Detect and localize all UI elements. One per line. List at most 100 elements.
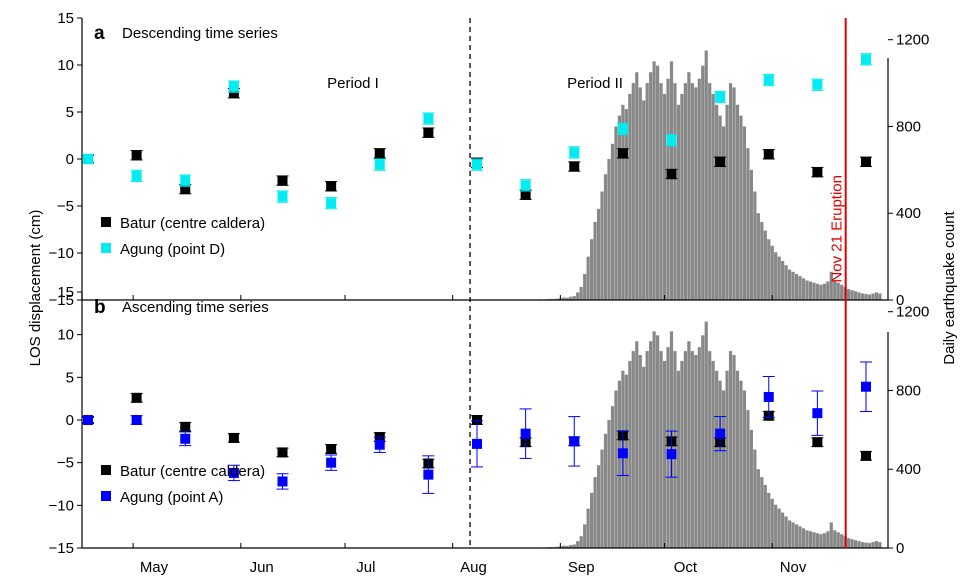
earthquake-bar [826,281,830,300]
earthquake-bar [725,104,729,301]
earthquake-bar [725,370,729,548]
legend-swatch [101,217,111,227]
earthquake-bar [867,543,872,548]
earthquake-bar [635,341,639,548]
y-tick-label: 15 [57,10,74,27]
earthquake-bar [739,380,743,548]
earthquake-bar [610,406,615,548]
earthquake-bar [593,477,597,548]
data-point [861,54,871,65]
earthquake-bar [829,522,833,548]
data-point [180,175,191,186]
overlay-group: May Jun Jul Aug Sep Oct Nov Nov 21 Eruption [140,18,847,576]
earthquake-bar [763,230,767,300]
series-0 [82,88,872,200]
earthquake-bar [784,516,788,548]
data-point [326,444,337,455]
earthquake-bar [819,284,823,300]
earthquake-bar [742,126,747,301]
earthquake-bar [652,61,656,300]
earthquake-bar [624,374,628,548]
data-point [277,447,288,458]
earthquake-bar [840,534,844,548]
earthquake-bar [871,293,875,300]
series-1 [82,361,872,494]
earthquake-bar [662,360,667,548]
data-point [326,457,337,468]
earthquake-bar [815,533,819,548]
data-point [374,159,385,170]
earthquake-bar [812,282,816,300]
data-point [131,150,142,161]
data-point [472,438,482,449]
earthquake-bar [767,239,771,300]
earthquake-bar [812,532,816,548]
earthquake-bar [638,355,642,548]
data-point [131,415,142,425]
data-point [617,448,628,459]
data-point [569,161,580,172]
earthquake-bar [711,360,715,548]
x-tick-label: Sep [568,559,595,576]
earthquake-bar [732,355,736,548]
earthquake-bar [603,433,608,548]
y2-tick-label: 800 [896,382,921,399]
earthquake-bar [760,221,764,300]
earthquake-bar [801,528,806,548]
earthquake-bar [656,65,660,300]
data-point [180,433,191,444]
data-point [666,169,677,180]
earthquake-bar [579,286,583,300]
y2-tick-label: 1200 [896,304,929,321]
data-point [569,436,580,447]
earthquake-bar [826,531,830,548]
earthquake-bar [847,289,851,300]
earthquake-bar [680,93,684,300]
earthquake-bar [808,531,813,548]
earthquake-bar [586,256,590,300]
panel-b: −15 −10 −5 0 5 10 15 0 400 800 1200 b Ascending time… [49,284,930,557]
data-point [180,184,191,195]
earthquake-bar [659,83,663,300]
earthquake-bar [708,83,712,300]
earthquake-bar [777,256,781,300]
earthquake-bar [787,520,792,548]
earthquake-bar [718,115,722,301]
earthquake-bar [624,109,628,300]
earthquake-bar [853,540,858,548]
panels-group: −15 −10 −5 0 5 10 15 0 400 800 1200 a Descending tim… [49,10,930,557]
earthquake-bar [569,545,573,548]
x-tick-label: Aug [460,559,487,576]
data-point [277,175,288,186]
earthquake-bar [704,50,708,300]
earthquake-bar [666,347,670,548]
data-point [520,189,531,200]
earthquake-bar [746,148,750,300]
legend-label: Batur (centre caldera) [120,215,265,232]
earthquake-bar [704,321,708,548]
data-point [228,467,239,478]
earthquake-bar [722,390,726,548]
earthquake-bar [596,465,601,548]
earthquake-bar [600,449,604,548]
data-point [569,147,580,158]
earthquake-bar [756,469,760,548]
earthquake-bar [715,370,719,548]
data-point [374,148,385,159]
earthquake-bar [579,536,583,548]
data-point [617,148,628,159]
earthquake-bar [569,296,573,300]
data-point [520,180,531,191]
earthquake-bar [746,410,750,548]
earthquake-bar [836,282,840,300]
data-point [666,135,677,146]
earthquake-bar [763,484,767,548]
legend: Batur (centre caldera) Agung (point A) [101,463,265,506]
data-point [812,437,823,448]
earthquake-bar [603,174,608,300]
data-point [423,469,434,480]
earthquake-bar [614,126,618,301]
panel-letter: b [94,297,106,318]
earthquake-bar [829,271,833,300]
earthquake-bar [749,429,753,548]
